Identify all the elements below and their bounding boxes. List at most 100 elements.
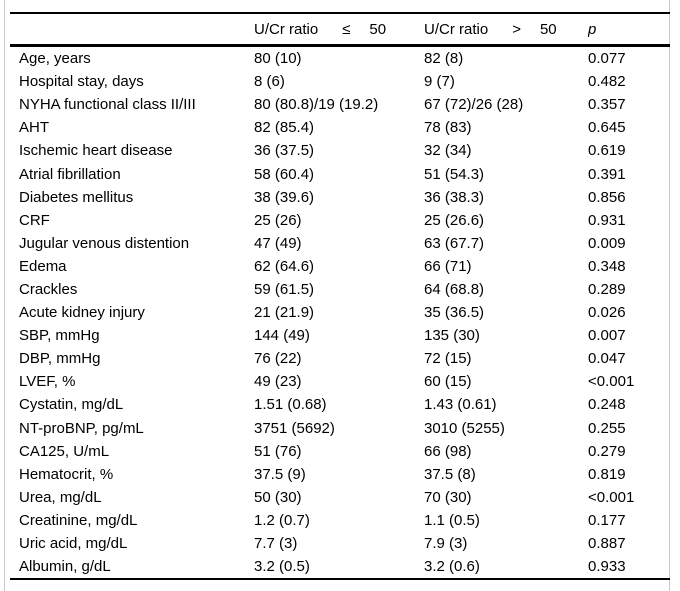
p-value: 0.255 [588,419,626,437]
row-label: NYHA functional class II/III [19,96,196,114]
header-group2-label: U/Cr ratio [424,20,489,38]
table-row: Uric acid, mg/dL 7.7 (3) 7.9 (3) 0.887 [10,532,670,555]
table-row: CRF 25 (26) 25 (26.6) 0.931 [10,209,670,232]
value-group2: 1.1 (0.5) [424,511,480,529]
table-row: Diabetes mellitus 38 (39.6) 36 (38.3) 0.… [10,186,670,209]
value-group1: 36 (37.5) [254,142,315,160]
p-value: 0.357 [588,96,626,114]
table-row: Ischemic heart disease 36 (37.5) 32 (34)… [10,139,670,162]
value-group1: 1.2 (0.7) [254,511,310,529]
table-body: Age, years 80 (10) 82 (8) 0.077 Hospital… [10,46,670,580]
value-group1: 3751 (5692) [254,419,335,437]
value-group2: 72 (15) [424,350,472,368]
row-label: Hospital stay, days [19,73,144,91]
p-value: 0.009 [588,234,626,252]
comparison-table: U/Cr ratio ≤50 U/Cr ratio >50 p Age, years… [10,12,670,581]
table-row: NYHA functional class II/III 80 (80.8)/1… [10,93,670,116]
row-label: Edema [19,257,67,275]
p-value: 0.931 [588,211,626,229]
value-group2: 64 (68.8) [424,280,485,298]
p-value: 0.933 [588,558,626,576]
p-value: 0.047 [588,350,626,368]
row-label: Atrial fibrillation [19,165,121,183]
value-group1: 59 (61.5) [254,280,315,298]
p-value: 0.482 [588,73,626,91]
header-row: U/Cr ratio ≤50 U/Cr ratio >50 p [10,13,670,47]
row-label: NT-proBNP, pg/mL [19,419,144,437]
row-label: SBP, mmHg [19,327,100,345]
value-group2: 67 (72)/26 (28) [424,96,524,114]
value-group2: 3.2 (0.6) [424,558,480,576]
table-row: Albumin, g/dL 3.2 (0.5) 3.2 (0.6) 0.933 [10,555,670,579]
p-value: 0.289 [588,280,626,298]
row-label: Acute kidney injury [19,304,145,322]
value-group1: 47 (49) [254,234,302,252]
p-value: 0.007 [588,327,626,345]
page-frame: U/Cr ratio ≤50 U/Cr ratio >50 p Age, years… [4,0,670,591]
p-value: 0.887 [588,535,626,553]
less-equal-symbol: ≤ [342,20,351,38]
value-group2: 66 (71) [424,257,472,275]
row-label: Hematocrit, % [19,465,114,483]
value-group2: 78 (83) [424,119,472,137]
value-group2: 63 (67.7) [424,234,485,252]
header-p: p [588,13,670,47]
p-value: <0.001 [588,488,635,506]
value-group1: 49 (23) [254,373,302,391]
value-group1: 21 (21.9) [254,304,315,322]
value-group1: 80 (80.8)/19 (19.2) [254,96,379,114]
table-row: Edema 62 (64.6) 66 (71) 0.348 [10,255,670,278]
value-group1: 38 (39.6) [254,188,315,206]
row-label: Jugular venous distention [19,234,190,252]
p-value: 0.177 [588,511,626,529]
table-row: Urea, mg/dL 50 (30) 70 (30) <0.001 [10,486,670,509]
value-group2: 135 (30) [424,327,480,345]
value-group1: 37.5 (9) [254,465,306,483]
table-row: Jugular venous distention 47 (49) 63 (67… [10,232,670,255]
value-group1: 62 (64.6) [254,257,315,275]
row-label: CRF [19,211,50,229]
table-row: LVEF, % 49 (23) 60 (15) <0.001 [10,370,670,393]
table-row: Hematocrit, % 37.5 (9) 37.5 (8) 0.819 [10,463,670,486]
row-label: LVEF, % [19,373,76,391]
value-group2: 37.5 (8) [424,465,476,483]
value-group2: 35 (36.5) [424,304,485,322]
table-row: CA125, U/mL 51 (76) 66 (98) 0.279 [10,440,670,463]
p-value: 0.348 [588,257,626,275]
header-group2: U/Cr ratio >50 [424,13,588,47]
row-label: Crackles [19,280,78,298]
value-group1: 25 (26) [254,211,302,229]
value-group1: 76 (22) [254,350,302,368]
value-group1: 82 (85.4) [254,119,315,137]
value-group1: 144 (49) [254,327,310,345]
table-row: Hospital stay, days 8 (6) 9 (7) 0.482 [10,70,670,93]
p-value: 0.391 [588,165,626,183]
value-group2: 60 (15) [424,373,472,391]
p-value: 0.619 [588,142,626,160]
value-group1: 50 (30) [254,488,302,506]
value-group2: 9 (7) [424,73,455,91]
row-label: Urea, mg/dL [19,488,102,506]
p-value: 0.645 [588,119,626,137]
p-value: 0.248 [588,396,626,414]
table-row: SBP, mmHg 144 (49) 135 (30) 0.007 [10,324,670,347]
value-group2: 82 (8) [424,50,464,68]
value-group1: 58 (60.4) [254,165,315,183]
table-header: U/Cr ratio ≤50 U/Cr ratio >50 p [10,13,670,47]
row-label: Uric acid, mg/dL [19,535,128,553]
row-label: CA125, U/mL [19,442,110,460]
value-group1: 80 (10) [254,50,302,68]
value-group1: 8 (6) [254,73,285,91]
table-row: Creatinine, mg/dL 1.2 (0.7) 1.1 (0.5) 0.… [10,509,670,532]
p-value: <0.001 [588,373,635,391]
table-row: DBP, mmHg 76 (22) 72 (15) 0.047 [10,347,670,370]
value-group2: 25 (26.6) [424,211,485,229]
value-group1: 3.2 (0.5) [254,558,310,576]
value-group2: 36 (38.3) [424,188,485,206]
table-row: AHT 82 (85.4) 78 (83) 0.645 [10,116,670,139]
value-group2: 66 (98) [424,442,472,460]
value-group2: 51 (54.3) [424,165,485,183]
header-row-label [10,13,254,47]
p-value: 0.856 [588,188,626,206]
table-row: Atrial fibrillation 58 (60.4) 51 (54.3) … [10,162,670,185]
